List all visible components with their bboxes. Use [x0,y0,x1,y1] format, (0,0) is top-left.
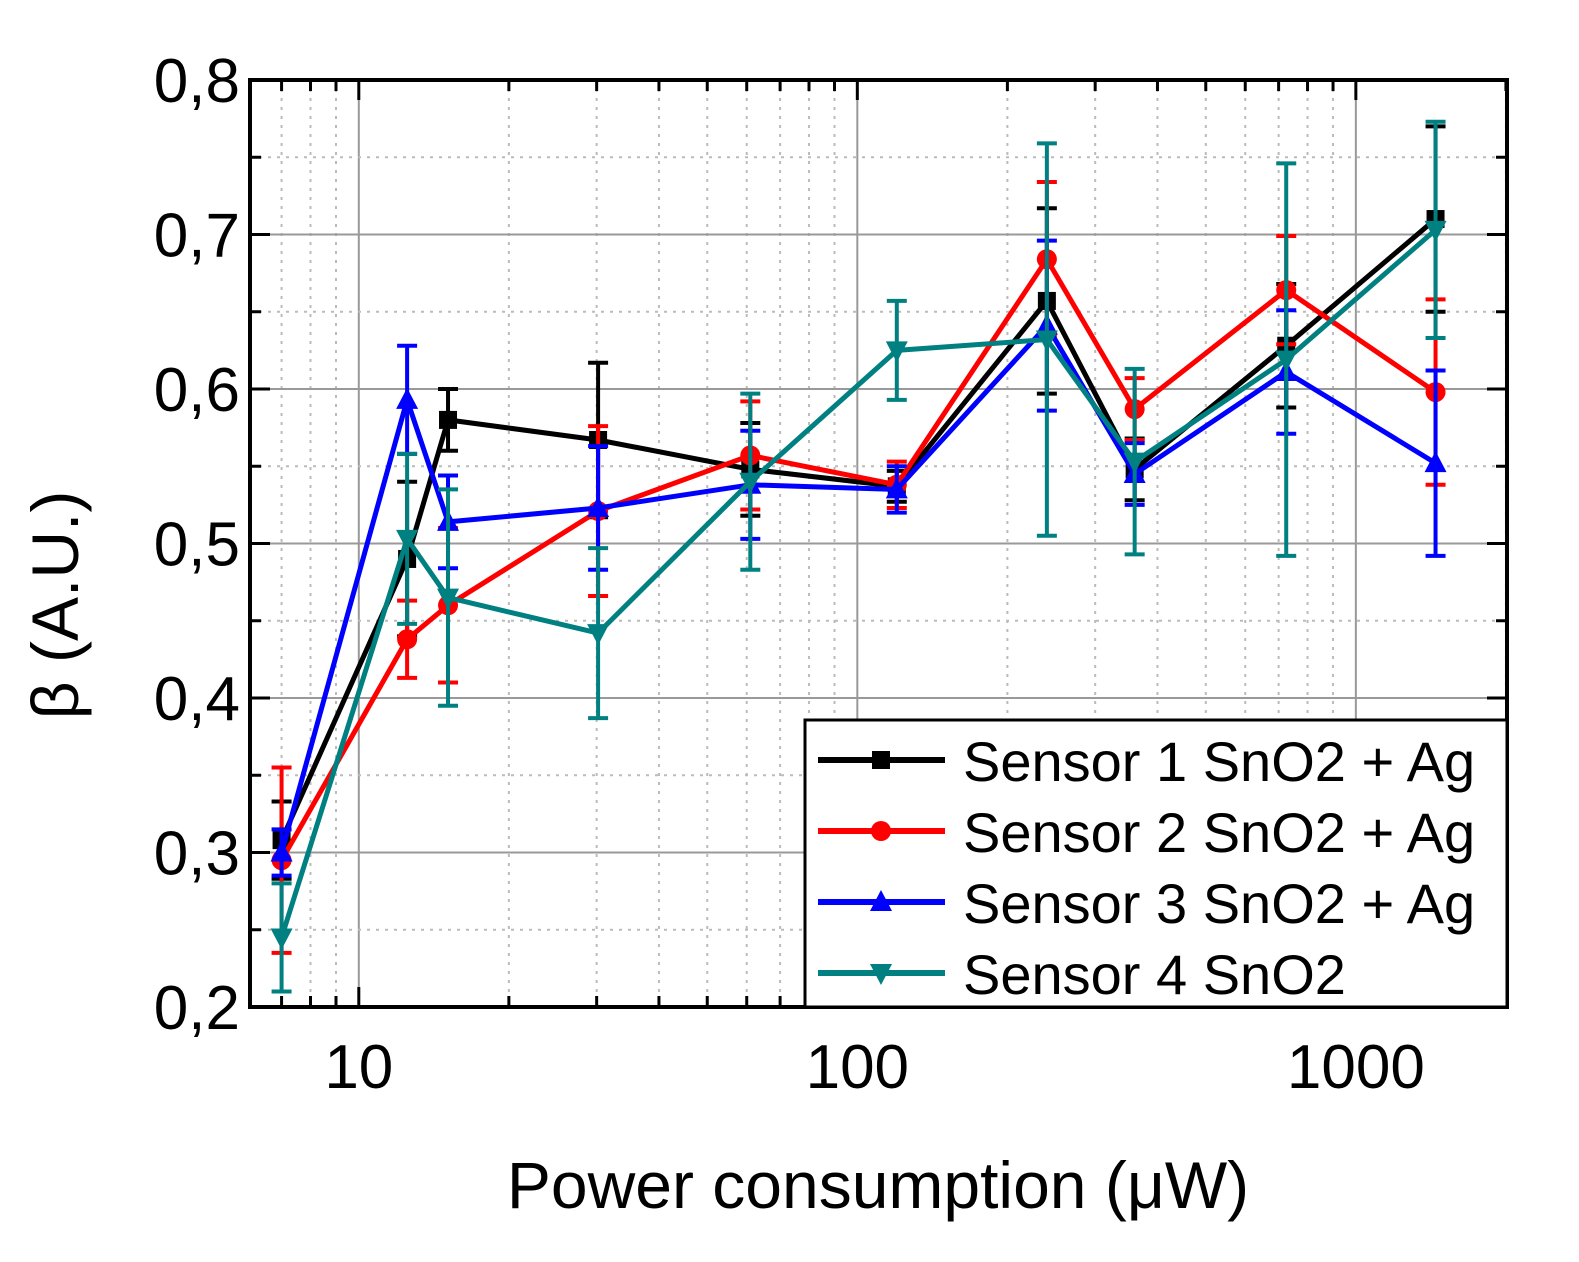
series-line [279,227,1438,939]
series-4 [270,119,1447,994]
legend-label: Sensor 4 SnO2 [963,943,1346,1006]
triangle-down-marker [396,529,419,551]
y-tick-label: 0,7 [154,202,240,271]
series-line [279,217,1438,842]
triangle-down-marker [885,341,908,363]
triangle-down-marker [870,964,892,985]
y-tick-label: 0,6 [154,356,240,425]
x-axis-label: Power consumption (μW) [507,1148,1249,1222]
y-tick-label: 0,5 [154,511,240,580]
y-tick-label: 0,3 [154,820,240,889]
triangle-down-marker [270,928,293,950]
circle-marker [397,629,418,650]
triangle-up-marker [396,387,419,409]
triangle-down-marker [1035,330,1058,352]
y-tick-label: 0,4 [154,665,240,734]
y-tick-label: 0,2 [154,974,240,1043]
legend-label: Sensor 2 SnO2 + Ag [963,801,1475,864]
legend-label: Sensor 3 SnO2 + Ag [963,872,1475,935]
grid [250,80,1507,1007]
series-line [279,256,1437,862]
circle-marker [871,821,891,841]
y-tick-label: 0,8 [154,47,240,116]
ticks: 10 100 1000 0,2 0,3 0,4 0,5 0,6 0,7 0,8 [154,47,1508,1102]
square-marker [872,751,890,769]
triangle-up-marker [270,840,293,862]
y-axis-label: β (A.U.) [18,491,92,720]
triangle-up-marker [885,477,908,499]
triangle-down-marker [739,472,762,494]
series-line [279,323,1437,854]
square-marker [439,410,458,429]
triangle-up-marker [870,890,892,911]
legend: Sensor 1 SnO2 + Ag Sensor 2 SnO2 + Ag Sens… [803,718,1509,1009]
triangle-down-marker [587,624,610,646]
x-tick-label: 10 [324,1033,393,1102]
triangle-down-marker [1123,452,1146,474]
legend-box [803,718,1509,1009]
x-tick-label: 1000 [1287,1033,1425,1102]
triangle-down-marker [437,588,460,610]
series-layer [270,119,1447,994]
triangle-up-marker [1424,451,1447,473]
triangle-down-marker [1275,350,1298,372]
triangle-up-marker [587,495,610,517]
triangle-down-marker [1424,220,1447,242]
legend-label: Sensor 1 SnO2 + Ag [963,730,1475,793]
x-tick-label: 100 [806,1033,909,1102]
